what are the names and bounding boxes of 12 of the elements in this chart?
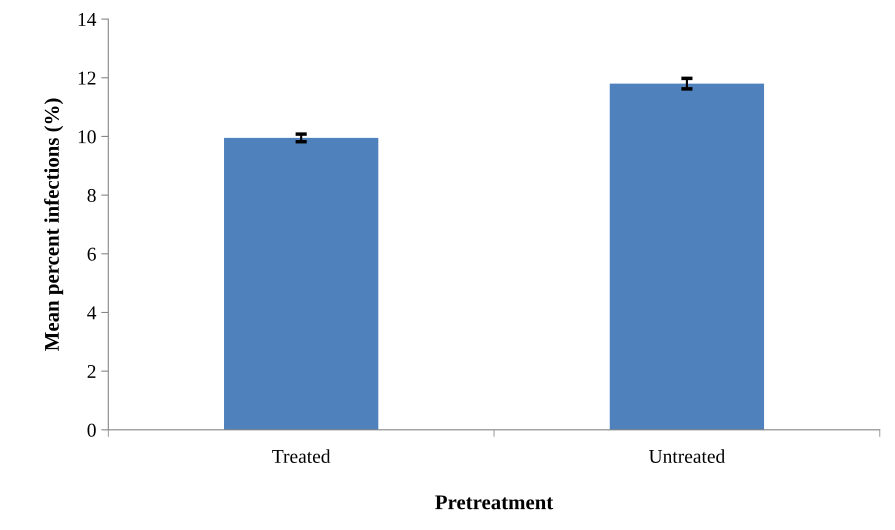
x-tick-label: Treated <box>272 449 330 463</box>
y-axis-title: Mean percent infections (%) <box>44 98 64 351</box>
y-tick-label: 6 <box>88 248 96 261</box>
x-tick-label: Untreated <box>648 449 726 463</box>
y-tick-label: 12 <box>78 72 96 85</box>
y-tick-label: 0 <box>88 424 96 437</box>
x-axis-title: Pretreatment <box>435 496 554 510</box>
y-tick-label: 10 <box>78 130 96 144</box>
y-tick-label: 4 <box>87 306 96 320</box>
y-tick-label: 14 <box>78 12 96 26</box>
y-tick-label: 8 <box>88 188 96 202</box>
y-tick-label: 2 <box>88 365 96 378</box>
